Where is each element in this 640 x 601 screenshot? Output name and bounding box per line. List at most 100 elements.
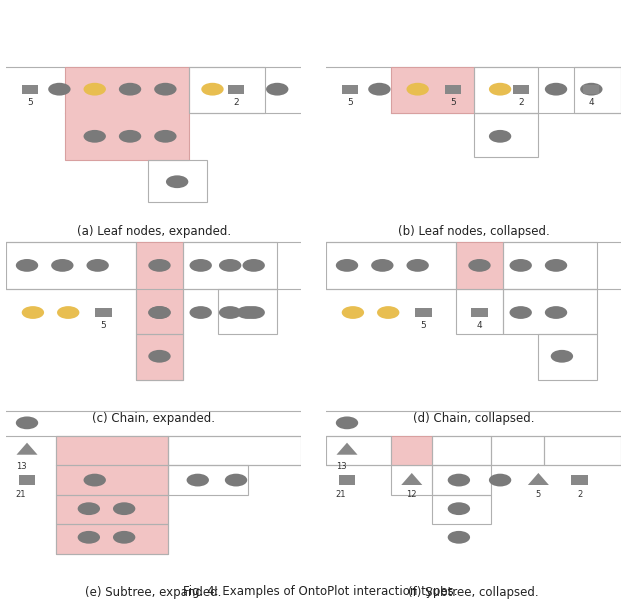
Bar <box>56 524 168 554</box>
Bar <box>538 334 597 380</box>
Bar <box>492 436 544 465</box>
Text: 21: 21 <box>336 490 346 499</box>
Circle shape <box>148 350 171 362</box>
Bar <box>189 67 266 113</box>
Bar <box>56 436 168 554</box>
Circle shape <box>16 259 38 272</box>
Circle shape <box>448 474 470 486</box>
Bar <box>456 289 503 334</box>
Circle shape <box>16 416 38 429</box>
Circle shape <box>189 259 212 272</box>
Bar <box>218 289 277 334</box>
Circle shape <box>148 259 171 272</box>
Circle shape <box>237 306 259 319</box>
Polygon shape <box>401 473 422 485</box>
Circle shape <box>48 83 70 96</box>
Circle shape <box>489 130 511 142</box>
Circle shape <box>243 259 265 272</box>
Circle shape <box>77 502 100 515</box>
Text: Fig. 4: Examples of OntoPlot interaction types.: Fig. 4: Examples of OntoPlot interaction… <box>183 585 457 598</box>
Circle shape <box>187 474 209 486</box>
Circle shape <box>202 83 223 96</box>
Circle shape <box>377 306 399 319</box>
Bar <box>168 465 248 495</box>
Circle shape <box>489 83 511 96</box>
Text: 4: 4 <box>477 321 483 330</box>
Circle shape <box>371 259 394 272</box>
Text: 12: 12 <box>406 490 417 499</box>
Circle shape <box>580 83 602 96</box>
Bar <box>326 242 456 289</box>
Circle shape <box>154 83 177 96</box>
Circle shape <box>22 306 44 319</box>
Text: 21: 21 <box>16 490 26 499</box>
Circle shape <box>448 531 470 544</box>
Circle shape <box>86 259 109 272</box>
Text: 13: 13 <box>16 462 26 471</box>
Bar <box>56 465 168 495</box>
Text: 4: 4 <box>589 97 594 106</box>
Text: 5: 5 <box>450 97 456 106</box>
Bar <box>472 308 488 317</box>
Circle shape <box>368 83 390 96</box>
Bar <box>503 289 597 334</box>
Circle shape <box>84 474 106 486</box>
Circle shape <box>113 502 135 515</box>
Bar <box>391 465 433 495</box>
Bar <box>456 242 503 289</box>
Circle shape <box>57 306 79 319</box>
Bar <box>474 113 538 156</box>
Bar <box>136 242 183 380</box>
Bar <box>433 465 492 495</box>
Polygon shape <box>17 443 38 455</box>
Bar <box>19 475 35 484</box>
Bar <box>503 242 597 289</box>
Text: 5: 5 <box>100 321 106 330</box>
Bar <box>56 495 168 524</box>
Circle shape <box>84 83 106 96</box>
Bar <box>573 67 621 113</box>
Circle shape <box>225 474 247 486</box>
Bar <box>56 436 168 465</box>
Circle shape <box>406 259 429 272</box>
Text: 5: 5 <box>347 97 353 106</box>
Circle shape <box>219 306 241 319</box>
Circle shape <box>154 130 177 142</box>
Circle shape <box>119 130 141 142</box>
Circle shape <box>84 130 106 142</box>
Text: (c) Chain, expanded.: (c) Chain, expanded. <box>92 412 215 425</box>
Circle shape <box>219 259 241 272</box>
Bar <box>228 85 244 94</box>
Bar <box>168 436 301 465</box>
Text: (a) Leaf nodes, expanded.: (a) Leaf nodes, expanded. <box>77 225 230 239</box>
Bar <box>415 308 431 317</box>
Bar <box>544 436 621 465</box>
Bar <box>339 475 355 484</box>
Text: 5: 5 <box>420 321 426 330</box>
Bar <box>65 67 189 160</box>
Polygon shape <box>528 473 549 485</box>
Circle shape <box>545 259 567 272</box>
Bar <box>148 160 207 202</box>
Circle shape <box>509 306 532 319</box>
Bar <box>433 495 492 524</box>
Text: 2: 2 <box>518 97 524 106</box>
Bar <box>6 242 136 289</box>
Text: (b) Leaf nodes, collapsed.: (b) Leaf nodes, collapsed. <box>397 225 550 239</box>
Circle shape <box>336 416 358 429</box>
Text: (e) Subtree, expanded.: (e) Subtree, expanded. <box>85 586 222 599</box>
Circle shape <box>148 306 171 319</box>
Text: 5: 5 <box>536 490 541 499</box>
Circle shape <box>189 306 212 319</box>
Circle shape <box>509 259 532 272</box>
Bar <box>572 475 588 484</box>
Bar <box>513 85 529 94</box>
Circle shape <box>489 474 511 486</box>
Circle shape <box>336 259 358 272</box>
Text: 2: 2 <box>233 97 239 106</box>
Circle shape <box>545 83 567 96</box>
Bar <box>95 308 111 317</box>
Text: 5: 5 <box>27 97 33 106</box>
Polygon shape <box>337 443 358 455</box>
Text: 13: 13 <box>336 462 346 471</box>
